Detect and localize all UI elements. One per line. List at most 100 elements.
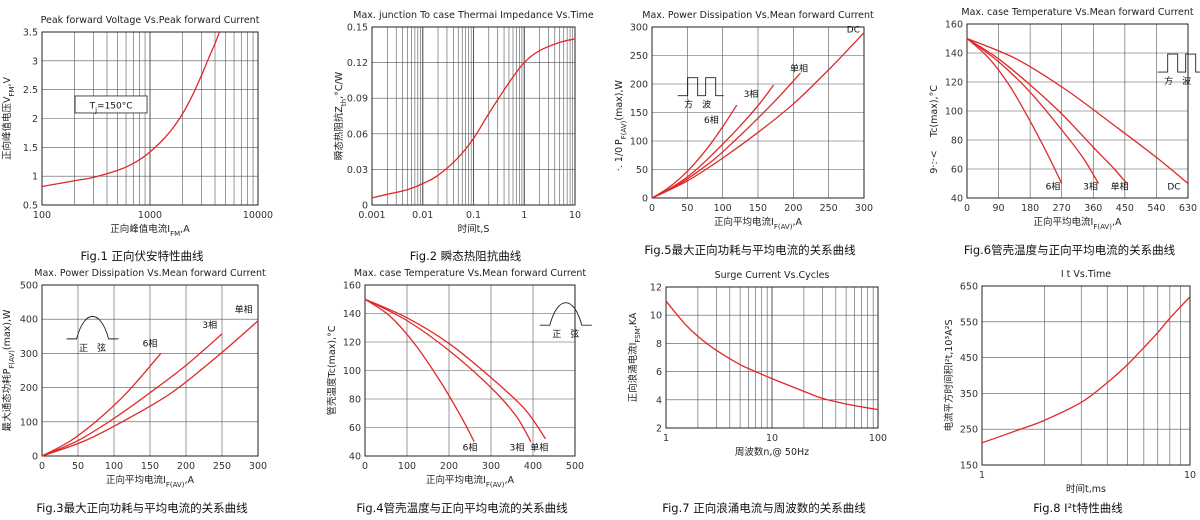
- y-tick-label: 100: [343, 366, 361, 377]
- x-tick-label: 10: [766, 433, 778, 444]
- y-tick-label: 0.06: [347, 129, 368, 140]
- y-tick-label: 4: [656, 395, 662, 406]
- y-axis-label: 电流平方时间积I²t,10³A²S: [943, 319, 955, 431]
- chart-fig6: Max. case Temperature Vs.Mean forward Cu…: [929, 7, 1200, 257]
- series-line-6相: [41, 352, 162, 457]
- x-tick-label: 0: [649, 203, 655, 214]
- y-tick-label: 550: [960, 317, 978, 328]
- y-tick-label: 160: [945, 20, 963, 31]
- x-tick-label: 0.01: [412, 210, 433, 221]
- annotation-box: [74, 95, 148, 114]
- plot-grid: [372, 27, 575, 205]
- x-tick-label: 200: [784, 203, 802, 214]
- series-label: 单相: [530, 441, 548, 453]
- y-tick-label: 1.5: [23, 143, 38, 154]
- series-line-3相: [41, 333, 223, 457]
- plot-frame: [665, 286, 879, 429]
- x-tick-label: 100: [33, 210, 51, 221]
- x-tick-label: 150: [749, 203, 767, 214]
- y-tick-label: 250: [960, 425, 978, 436]
- y-axis-label: 正向浪涌电流IFSM,KA: [627, 312, 642, 402]
- y-tick-label: 100: [20, 417, 38, 428]
- y-tick-label: 50: [636, 165, 648, 176]
- x-tick-label: 250: [213, 461, 231, 472]
- x-tick-label: 500: [566, 461, 584, 472]
- y-tick-label: 0: [642, 194, 648, 205]
- y-tick-label: 140: [343, 309, 361, 320]
- y-tick-label: 120: [945, 78, 963, 89]
- series-line-3相: [966, 37, 1100, 184]
- waveform-label: 正 弦: [79, 342, 106, 354]
- plot-grid: [666, 287, 878, 428]
- x-tick-label: 450: [1116, 203, 1134, 214]
- y-tick-label: 300: [630, 23, 648, 34]
- series-label: DC: [847, 26, 860, 36]
- y-tick-label: 0.5: [23, 201, 38, 212]
- plot-grid: [365, 285, 575, 456]
- series-label: 单相: [1111, 180, 1129, 192]
- y-axis-label: 管壳温度Tc(max),°C: [326, 325, 338, 415]
- chart-fig8: I t Vs.Time 1 10 150 250 350 450 550 650 时间t,ms 电流…: [943, 269, 1196, 515]
- chart-title: Max. junction To case Thermai Impedance …: [353, 10, 594, 21]
- x-tick-label: 50: [681, 203, 693, 214]
- series-line-curve-0: [665, 300, 879, 411]
- x-tick-label: 630: [1179, 203, 1197, 214]
- figure-caption: Fig.5最大正向功耗与平均电流的关系曲线: [644, 243, 856, 257]
- y-tick-label: 0: [362, 201, 368, 212]
- square-wave-path: [677, 77, 724, 97]
- x-tick-label: 540: [1147, 203, 1165, 214]
- series-label: 单相: [790, 62, 808, 74]
- y-tick-label: 80: [349, 395, 361, 406]
- x-tick-label: 360: [1084, 203, 1102, 214]
- x-axis-label: 正向平均电流IF(AV),A: [714, 216, 802, 231]
- x-tick-label: 0: [964, 203, 970, 214]
- y-tick-label: 450: [960, 353, 978, 364]
- x-tick-label: 10000: [243, 210, 273, 221]
- chart-fig3: Max. Power Dissipation Vs.Mean forward C…: [1, 268, 267, 515]
- y-axis-extra-label: ·. 1/0: [614, 147, 625, 171]
- x-axis-label: 正向平均电流IF(AV),A: [426, 474, 514, 489]
- plot-frame: [364, 284, 576, 457]
- y-tick-label: 3: [32, 56, 38, 67]
- plot-grid: [42, 32, 258, 205]
- x-tick-label: 250: [820, 203, 838, 214]
- series-line-DC: [651, 32, 865, 199]
- plot-grid: [42, 285, 258, 456]
- series-line-单相: [364, 298, 547, 440]
- x-axis-label: 时间t,S: [458, 223, 490, 235]
- chart-title: Max. Power Dissipation Vs.Mean forward C…: [642, 10, 874, 21]
- waveform-label: 方 波: [684, 99, 711, 111]
- sine-wave-icon: 正 弦: [66, 316, 119, 354]
- x-tick-label: 0.001: [358, 210, 385, 221]
- series-line-单相: [966, 37, 1128, 184]
- y-tick-label: 12: [650, 283, 662, 294]
- x-tick-label: 10: [569, 210, 581, 221]
- series-label: 6相: [704, 114, 719, 126]
- series-line-6相: [364, 298, 475, 443]
- square-wave-path: [1157, 53, 1200, 73]
- chart-title: Max. case Temperature Vs.Mean forward Cu…: [961, 7, 1194, 18]
- y-tick-label: 200: [20, 383, 38, 394]
- series-line-curve-0: [981, 296, 1191, 444]
- figure-caption: Fig.2 瞬态热阻抗曲线: [410, 249, 522, 263]
- x-tick-label: 150: [141, 461, 159, 472]
- series-line-6相: [966, 38, 1063, 184]
- x-tick-label: 100: [398, 461, 416, 472]
- square-wave-icon: 方 波: [677, 77, 724, 111]
- x-tick-label: 100: [105, 461, 123, 472]
- y-tick-label: 500: [20, 281, 38, 292]
- chart-title: Max. case Temperature Vs.Mean forward Cu…: [354, 268, 587, 279]
- plot-frame: [371, 26, 576, 206]
- y-tick-label: 1: [32, 172, 38, 183]
- x-tick-label: 0: [362, 461, 368, 472]
- y-tick-label: 0.03: [347, 165, 368, 176]
- y-tick-label: 6: [656, 367, 662, 378]
- plot-grid: [982, 286, 1190, 465]
- x-tick-label: 300: [855, 203, 873, 214]
- y-tick-label: 10: [650, 311, 662, 322]
- chart-title: Surge Current Vs.Cycles: [715, 270, 830, 281]
- y-tick-label: 40: [951, 194, 963, 205]
- y-tick-label: 8: [656, 339, 662, 350]
- y-tick-label: 400: [20, 315, 38, 326]
